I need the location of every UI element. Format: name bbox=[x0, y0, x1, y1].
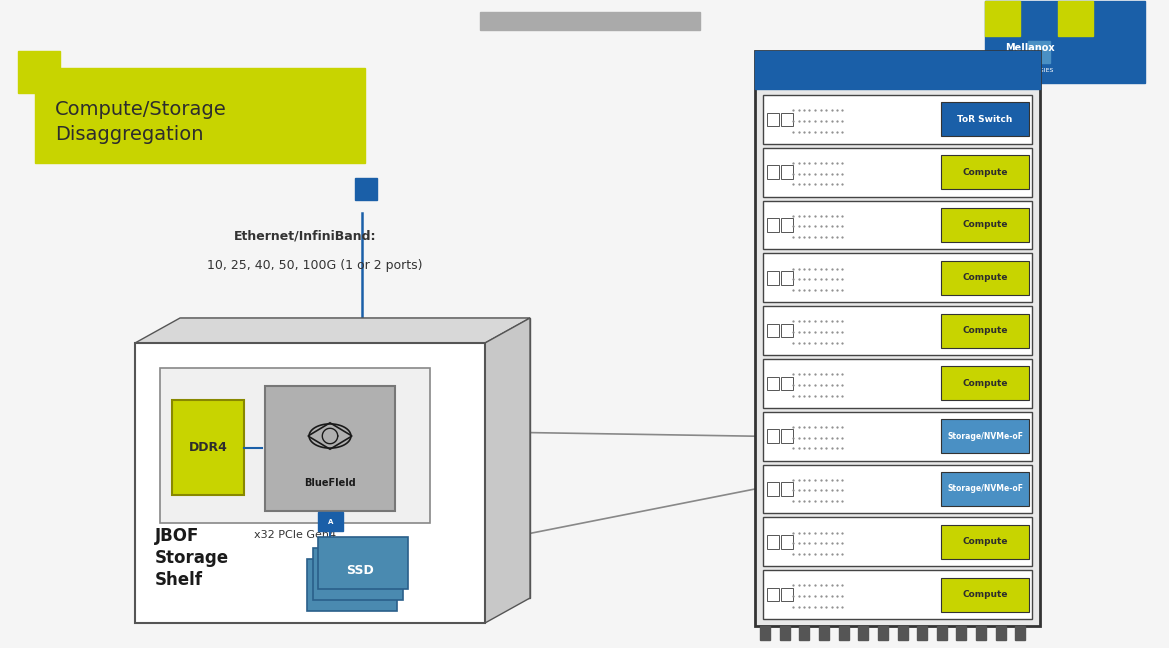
Bar bbox=[941, 208, 1029, 242]
Text: Compute: Compute bbox=[962, 168, 1008, 177]
Bar bbox=[956, 626, 967, 640]
Bar bbox=[941, 525, 1029, 559]
Text: Storage/NVMe-oF: Storage/NVMe-oF bbox=[947, 432, 1023, 441]
Text: DDR4: DDR4 bbox=[188, 441, 228, 454]
Bar bbox=[767, 324, 779, 338]
Bar bbox=[318, 512, 343, 531]
Bar bbox=[18, 51, 60, 93]
Bar bbox=[781, 430, 793, 443]
Bar bbox=[985, 1, 1144, 83]
Bar bbox=[941, 314, 1029, 348]
Bar bbox=[763, 411, 1032, 461]
Bar bbox=[985, 1, 1021, 36]
Bar bbox=[318, 537, 408, 589]
Text: ToR Switch: ToR Switch bbox=[957, 115, 1012, 124]
Bar bbox=[480, 12, 700, 30]
Bar bbox=[1028, 41, 1050, 63]
Text: Compute: Compute bbox=[962, 590, 1008, 599]
Bar bbox=[265, 386, 395, 511]
Bar bbox=[976, 626, 987, 640]
Bar bbox=[763, 570, 1032, 619]
Bar bbox=[755, 51, 1040, 89]
Bar bbox=[941, 102, 1029, 137]
Bar bbox=[763, 148, 1032, 196]
Text: Storage/NVMe-oF: Storage/NVMe-oF bbox=[947, 485, 1023, 494]
Bar bbox=[781, 482, 793, 496]
Bar bbox=[763, 517, 1032, 566]
Bar bbox=[941, 155, 1029, 189]
Bar bbox=[781, 588, 793, 601]
Bar bbox=[755, 51, 1040, 626]
Bar bbox=[858, 626, 869, 640]
Bar bbox=[918, 626, 927, 640]
Bar bbox=[763, 359, 1032, 408]
Bar bbox=[767, 271, 779, 284]
Bar bbox=[767, 482, 779, 496]
Text: A: A bbox=[327, 518, 333, 524]
Bar bbox=[763, 201, 1032, 249]
Text: 10, 25, 40, 50, 100G (1 or 2 ports): 10, 25, 40, 50, 100G (1 or 2 ports) bbox=[207, 259, 422, 273]
Bar bbox=[355, 178, 376, 200]
Bar bbox=[767, 588, 779, 601]
Polygon shape bbox=[180, 318, 530, 598]
Bar bbox=[35, 68, 365, 163]
Bar bbox=[800, 626, 809, 640]
Text: x32 PCIe Gen4: x32 PCIe Gen4 bbox=[254, 530, 336, 540]
Bar bbox=[767, 430, 779, 443]
Bar bbox=[780, 626, 789, 640]
Bar bbox=[936, 626, 947, 640]
Bar bbox=[763, 253, 1032, 302]
Bar bbox=[763, 95, 1032, 144]
Bar bbox=[760, 626, 770, 640]
Bar bbox=[819, 626, 829, 640]
Text: TECHNOLOGIES: TECHNOLOGIES bbox=[1005, 67, 1054, 73]
Bar bbox=[941, 419, 1029, 454]
Bar bbox=[172, 400, 244, 495]
Text: Compute: Compute bbox=[962, 273, 1008, 283]
Polygon shape bbox=[134, 318, 530, 343]
Text: SSD: SSD bbox=[346, 564, 374, 577]
Text: Mellanox: Mellanox bbox=[1005, 43, 1054, 53]
Text: Ethernet/InfiniBand:: Ethernet/InfiniBand: bbox=[234, 229, 376, 242]
Bar bbox=[781, 218, 793, 232]
Bar bbox=[763, 465, 1032, 513]
Bar bbox=[767, 165, 779, 179]
Bar bbox=[781, 324, 793, 338]
Bar bbox=[767, 218, 779, 232]
Bar bbox=[941, 472, 1029, 506]
Bar bbox=[767, 376, 779, 390]
Bar bbox=[781, 165, 793, 179]
Bar bbox=[307, 559, 397, 611]
Bar bbox=[781, 376, 793, 390]
Bar bbox=[767, 113, 779, 126]
Polygon shape bbox=[485, 318, 530, 623]
Text: Compute: Compute bbox=[962, 220, 1008, 229]
Bar bbox=[941, 577, 1029, 612]
Bar bbox=[763, 307, 1032, 355]
Text: Compute: Compute bbox=[962, 379, 1008, 388]
Bar bbox=[781, 271, 793, 284]
Bar bbox=[878, 626, 888, 640]
Bar bbox=[838, 626, 849, 640]
Bar bbox=[781, 535, 793, 549]
Bar bbox=[312, 548, 402, 600]
Text: BlueFIeld: BlueFIeld bbox=[304, 478, 355, 489]
Text: Compute: Compute bbox=[962, 537, 1008, 546]
Bar bbox=[996, 626, 1005, 640]
Text: Compute: Compute bbox=[962, 326, 1008, 335]
Bar bbox=[1058, 1, 1093, 36]
Bar bbox=[941, 260, 1029, 295]
Polygon shape bbox=[134, 343, 485, 623]
Bar bbox=[767, 535, 779, 549]
Bar bbox=[781, 113, 793, 126]
Bar bbox=[160, 368, 430, 523]
Bar bbox=[1016, 626, 1025, 640]
Text: Compute/Storage
Disaggregation: Compute/Storage Disaggregation bbox=[55, 100, 227, 144]
Bar bbox=[941, 366, 1029, 400]
Text: JBOF
Storage
Shelf: JBOF Storage Shelf bbox=[155, 527, 229, 589]
Bar bbox=[898, 626, 907, 640]
